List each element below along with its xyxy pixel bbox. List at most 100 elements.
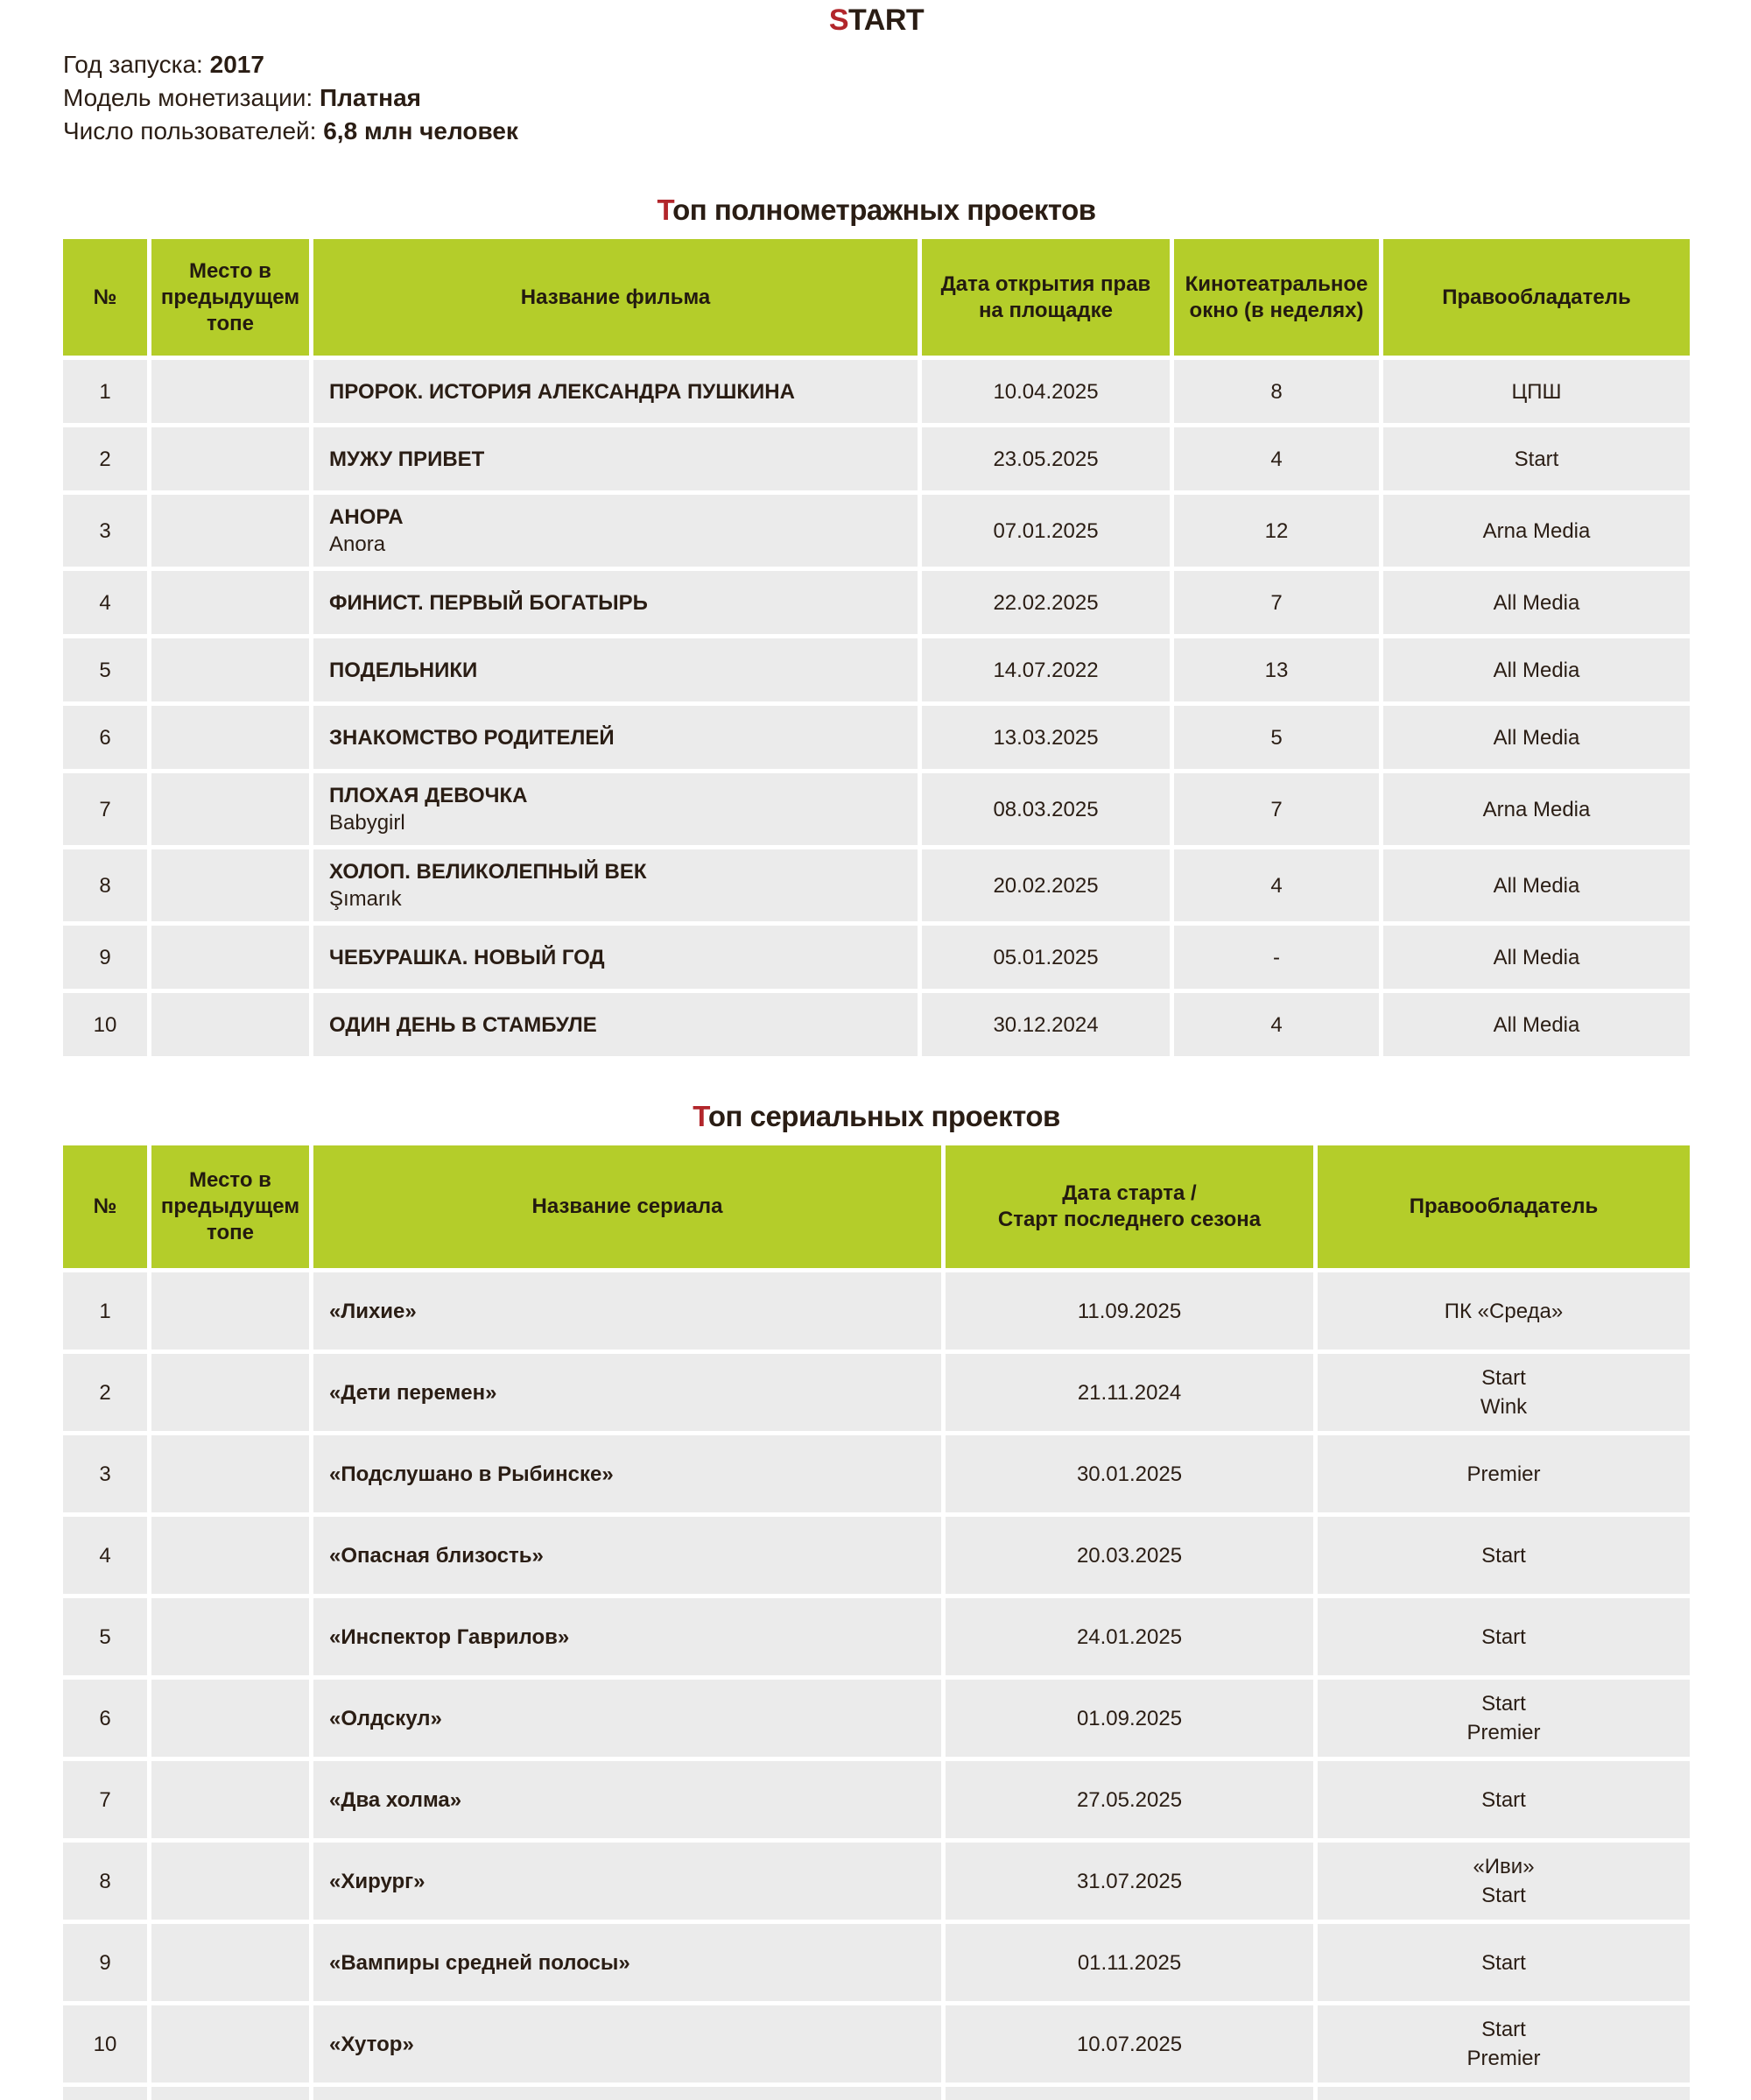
header-cell-prev-place: Место в предыдущем топе (151, 239, 309, 356)
film-title-cell: ФИНИСТ. ПЕРВЫЙ БОГАТЫРЬ (313, 571, 918, 634)
series-row-4: 4 «Опасная близость» 20.03.2025 Start (63, 1517, 1690, 1594)
header-cell-num: № (63, 1145, 147, 1268)
info-value: Платная (319, 84, 421, 111)
window-cell: 13 (1174, 638, 1379, 701)
rights-holder-cell: Premier (1318, 1435, 1690, 1512)
start-date-cell: 30.01.2025 (946, 1435, 1313, 1512)
film-title: ЧЕБУРАШКА. НОВЫЙ ГОД (329, 945, 605, 969)
start-date-cell (946, 2087, 1313, 2100)
rank-cell: 7 (63, 1761, 147, 1838)
rank-cell: 10 (63, 2005, 147, 2082)
prev-place-cell (151, 1924, 309, 2001)
start-date-cell: 11.09.2025 (946, 1272, 1313, 1349)
rights-date-cell: 14.07.2022 (922, 638, 1170, 701)
rights-holder-cell: Start Premier (1318, 2005, 1690, 2082)
rank-cell: 5 (63, 1598, 147, 1675)
info-label: Модель монетизации: (63, 84, 320, 111)
film-title-cell: ОДИН ДЕНЬ В СТАМБУЛЕ (313, 993, 918, 1056)
rank-cell: 7 (63, 773, 147, 845)
info-value: 2017 (209, 51, 264, 78)
header-cell-start-date: Дата старта / Старт последнего сезона (946, 1145, 1313, 1268)
film-row-3: 3 АНОРА Anora 07.01.2025 12 Arna Media (63, 495, 1690, 567)
series-section-title-rest: оп сериальных проектов (707, 1100, 1060, 1132)
info-block: Год запуска: 2017 Модель монетизации: Пл… (63, 48, 1690, 148)
rights-holder-cell: Start (1318, 1761, 1690, 1838)
rank-cell: 2 (63, 427, 147, 490)
prev-place-cell (151, 638, 309, 701)
rights-date-cell: 23.05.2025 (922, 427, 1170, 490)
prev-place-cell (151, 926, 309, 989)
header-cell-theatrical-window: Кинотеатральное окно (в неделях) (1174, 239, 1379, 356)
info-line-monetization: Модель монетизации: Платная (63, 81, 1690, 115)
rights-date-cell: 07.01.2025 (922, 495, 1170, 567)
film-row-4: 4 ФИНИСТ. ПЕРВЫЙ БОГАТЫРЬ 22.02.2025 7 A… (63, 571, 1690, 634)
series-row-6: 6 «Олдскул» 01.09.2025 Start Premier (63, 1680, 1690, 1757)
film-row-10: 10 ОДИН ДЕНЬ В СТАМБУЛЕ 30.12.2024 4 All… (63, 993, 1690, 1056)
rank-cell: 4 (63, 1517, 147, 1594)
window-cell: 4 (1174, 427, 1379, 490)
rights-date-cell: 10.04.2025 (922, 360, 1170, 423)
series-title-cell: «Хирург» (313, 1843, 941, 1920)
start-date-cell: 10.07.2025 (946, 2005, 1313, 2082)
start-date-cell: 27.05.2025 (946, 1761, 1313, 1838)
series-title-cell (313, 2087, 941, 2100)
header-cell-rights-holder: Правообладатель (1383, 239, 1690, 356)
film-original-title: Anora (329, 532, 386, 556)
window-cell: 4 (1174, 993, 1379, 1056)
rank-cell: 3 (63, 1435, 147, 1512)
rights-date-cell: 08.03.2025 (922, 773, 1170, 845)
series-title-cell: «Дети перемен» (313, 1354, 941, 1431)
film-title-cell: ХОЛОП. ВЕЛИКОЛЕПНЫЙ ВЕК Şımarık (313, 849, 918, 921)
series-title-cell: «Вампиры средней полосы» (313, 1924, 941, 2001)
series-row-7: 7 «Два холма» 27.05.2025 Start (63, 1761, 1690, 1838)
prev-place-cell (151, 2005, 309, 2082)
rights-holder-cell: Start Wink (1318, 1354, 1690, 1431)
prev-place-cell (151, 1517, 309, 1594)
film-title: ПОДЕЛЬНИКИ (329, 658, 478, 682)
film-title-cell: ПОДЕЛЬНИКИ (313, 638, 918, 701)
info-label: Год запуска: (63, 51, 210, 78)
start-date-cell: 01.11.2025 (946, 1924, 1313, 2001)
film-title-cell: ЗНАКОМСТВО РОДИТЕЛЕЙ (313, 706, 918, 769)
series-row-5: 5 «Инспектор Гаврилов» 24.01.2025 Start (63, 1598, 1690, 1675)
rank-cell: 4 (63, 571, 147, 634)
rights-date-cell: 13.03.2025 (922, 706, 1170, 769)
header-cell-prev-place: Место в предыдущем топе (151, 1145, 309, 1268)
page-title: START (63, 0, 1690, 38)
film-row-1: 1 ПРОРОК. ИСТОРИЯ АЛЕКСАНДРА ПУШКИНА 10.… (63, 360, 1690, 423)
series-title-cell: «Хутор» (313, 2005, 941, 2082)
header-cell-rights-holder: Правообладатель (1318, 1145, 1690, 1268)
rights-holder-cell: Start (1318, 1598, 1690, 1675)
window-cell: 4 (1174, 849, 1379, 921)
series-section-title: Топ сериальных проектов (63, 1100, 1690, 1133)
series-row-3: 3 «Подслушано в Рыбинске» 30.01.2025 Pre… (63, 1435, 1690, 1512)
start-date-cell: 01.09.2025 (946, 1680, 1313, 1757)
film-row-2: 2 МУЖУ ПРИВЕТ 23.05.2025 4 Start (63, 427, 1690, 490)
film-title-cell: МУЖУ ПРИВЕТ (313, 427, 918, 490)
rank-cell (63, 2087, 147, 2100)
film-title: ПЛОХАЯ ДЕВОЧКА (329, 784, 528, 807)
prev-place-cell (151, 849, 309, 921)
prev-place-cell (151, 1354, 309, 1431)
rights-date-cell: 20.02.2025 (922, 849, 1170, 921)
series-row-10: 10 «Хутор» 10.07.2025 Start Premier (63, 2005, 1690, 2082)
film-row-8: 8 ХОЛОП. ВЕЛИКОЛЕПНЫЙ ВЕК Şımarık 20.02.… (63, 849, 1690, 921)
rights-holder-cell: All Media (1383, 993, 1690, 1056)
rank-cell: 10 (63, 993, 147, 1056)
prev-place-cell (151, 1761, 309, 1838)
window-cell: 5 (1174, 706, 1379, 769)
info-value: 6,8 млн человек (323, 117, 518, 144)
film-title: АНОРА (329, 505, 404, 529)
rights-holder-cell: «Иви» Start (1318, 1843, 1690, 1920)
rank-cell: 1 (63, 1272, 147, 1349)
window-cell: 7 (1174, 773, 1379, 845)
partial-next-row (63, 2087, 1690, 2100)
window-cell: 12 (1174, 495, 1379, 567)
series-row-2: 2 «Дети перемен» 21.11.2024 Start Wink (63, 1354, 1690, 1431)
series-title-cell: «Два холма» (313, 1761, 941, 1838)
rights-holder-cell: Start (1318, 1517, 1690, 1594)
prev-place-cell (151, 773, 309, 845)
prev-place-cell (151, 495, 309, 567)
prev-place-cell (151, 427, 309, 490)
prev-place-cell (151, 993, 309, 1056)
